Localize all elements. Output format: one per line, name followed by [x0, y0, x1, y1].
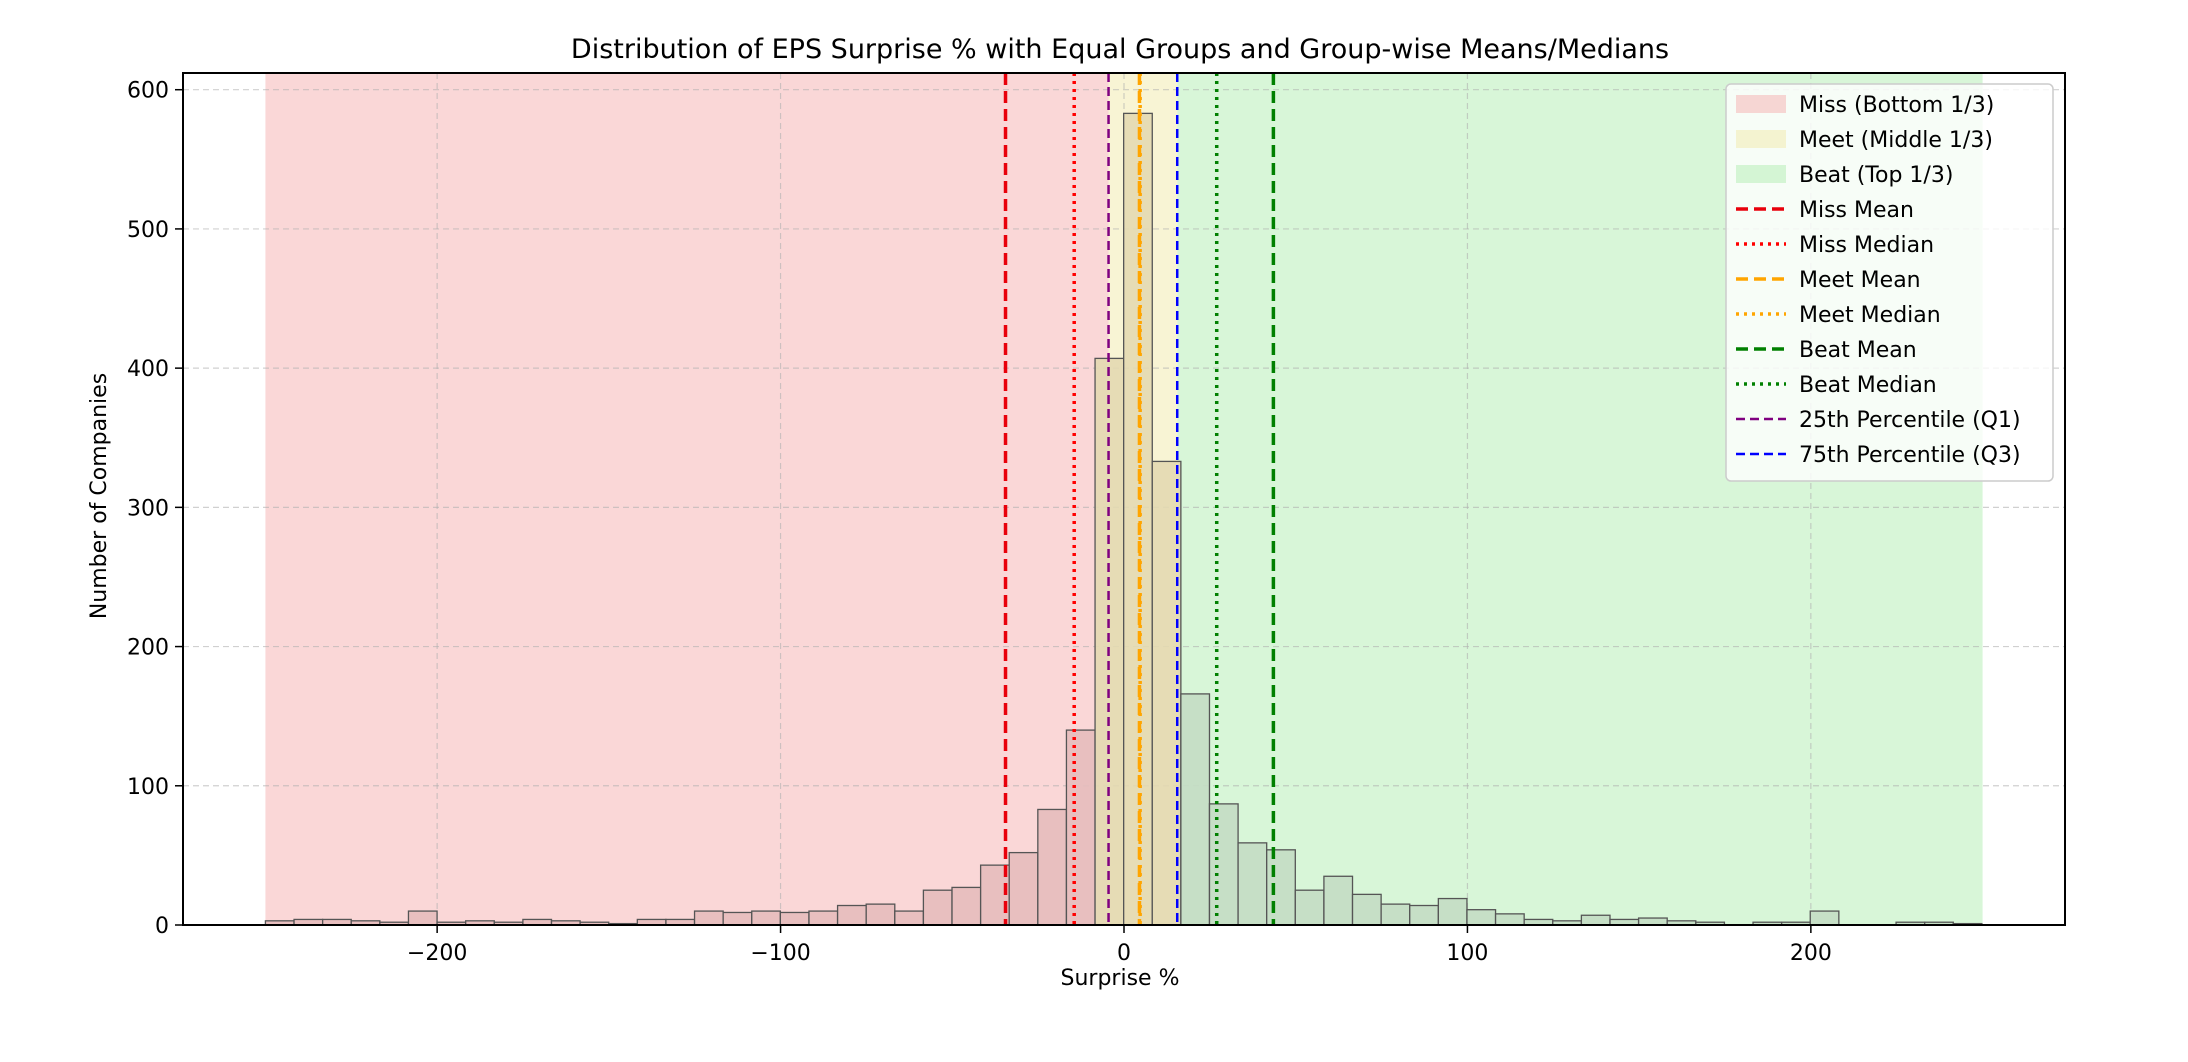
legend-label-line-5: Beat Median	[1799, 373, 1937, 398]
y-tick-label-0: 0	[155, 914, 169, 939]
histogram-bar-39	[1380, 903, 1411, 926]
group-bands	[265, 73, 1983, 925]
histogram-bar-15	[693, 910, 724, 926]
x-tick-label-4: 200	[1790, 941, 1832, 966]
legend-label-line-0: Miss Mean	[1799, 198, 1914, 223]
legend-swatch-group-2	[1736, 165, 1786, 183]
histogram-bar-48	[1637, 917, 1668, 926]
histogram-bar-36	[1294, 889, 1325, 926]
x-tick-label-0: −200	[407, 941, 467, 966]
histogram-bar-23	[922, 889, 953, 926]
x-tick-label-1: −100	[750, 941, 810, 966]
histogram-bar-34	[1237, 842, 1268, 926]
legend-label-line-7: 75th Percentile (Q3)	[1799, 443, 2021, 468]
legend-label-line-4: Beat Mean	[1799, 338, 1917, 363]
legend-swatch-group-1	[1736, 130, 1786, 148]
histogram-bar-24	[951, 886, 982, 926]
histogram-bar-18	[779, 911, 810, 926]
legend-box	[1725, 83, 2054, 482]
histogram-bar-20	[836, 904, 867, 926]
reference-lines	[1003, 73, 1276, 925]
histogram-bar-22	[894, 910, 925, 926]
histogram-bar-54	[1809, 910, 1840, 926]
histogram-bar-38	[1351, 893, 1382, 926]
y-axis-label: Number of Companies	[87, 373, 112, 619]
histogram-bar-42	[1466, 909, 1497, 926]
chart-title: Distribution of EPS Surprise % with Equa…	[571, 34, 1669, 65]
histogram-bar-32	[1180, 693, 1211, 926]
y-tick-label-1: 100	[127, 775, 169, 800]
legend-label-group-1: Meet (Middle 1/3)	[1799, 128, 1993, 153]
histogram-bar-16	[722, 911, 753, 926]
legend-swatch-group-0	[1736, 95, 1786, 113]
histogram-bar-46	[1580, 914, 1611, 926]
histogram-bar-43	[1494, 913, 1525, 926]
axis-ticks: −200 −100 0 100 200 0 100 200 300 400 500 600	[127, 79, 1832, 966]
y-tick-label-4: 400	[127, 357, 169, 382]
group-band-0	[265, 73, 1109, 925]
legend-label-line-3: Meet Median	[1799, 303, 1941, 328]
legend-label-line-2: Meet Mean	[1799, 268, 1921, 293]
x-tick-label-2: 0	[1117, 941, 1131, 966]
histogram-bar-40	[1409, 904, 1439, 926]
histogram-bar-41	[1437, 897, 1468, 926]
histogram-bar-28	[1065, 729, 1096, 926]
legend: Miss (Bottom 1/3) Meet (Middle 1/3) Beat (…	[1725, 83, 2054, 482]
legend-label-group-0: Miss (Bottom 1/3)	[1799, 93, 1994, 118]
histogram-bar-5	[407, 910, 438, 926]
y-tick-label-5: 500	[127, 218, 169, 243]
histogram-bar-17	[751, 910, 782, 926]
histogram-bar-33	[1208, 803, 1239, 926]
y-tick-label-6: 600	[127, 79, 169, 104]
histogram-bar-26	[1008, 851, 1039, 926]
legend-label-line-6: 25th Percentile (Q1)	[1799, 408, 2021, 433]
legend-label-group-2: Beat (Top 1/3)	[1799, 163, 1953, 188]
histogram-bar-37	[1323, 875, 1354, 926]
histogram-bar-35	[1266, 849, 1296, 926]
histogram-bar-27	[1037, 808, 1068, 926]
legend-label-line-1: Miss Median	[1799, 233, 1934, 258]
x-tick-label-3: 100	[1446, 941, 1488, 966]
y-tick-label-3: 300	[127, 496, 169, 521]
histogram-bar-19	[808, 910, 839, 926]
x-axis-label: Surprise %	[1061, 966, 1180, 991]
y-tick-label-2: 200	[127, 636, 169, 661]
histogram-bar-21	[865, 903, 896, 926]
